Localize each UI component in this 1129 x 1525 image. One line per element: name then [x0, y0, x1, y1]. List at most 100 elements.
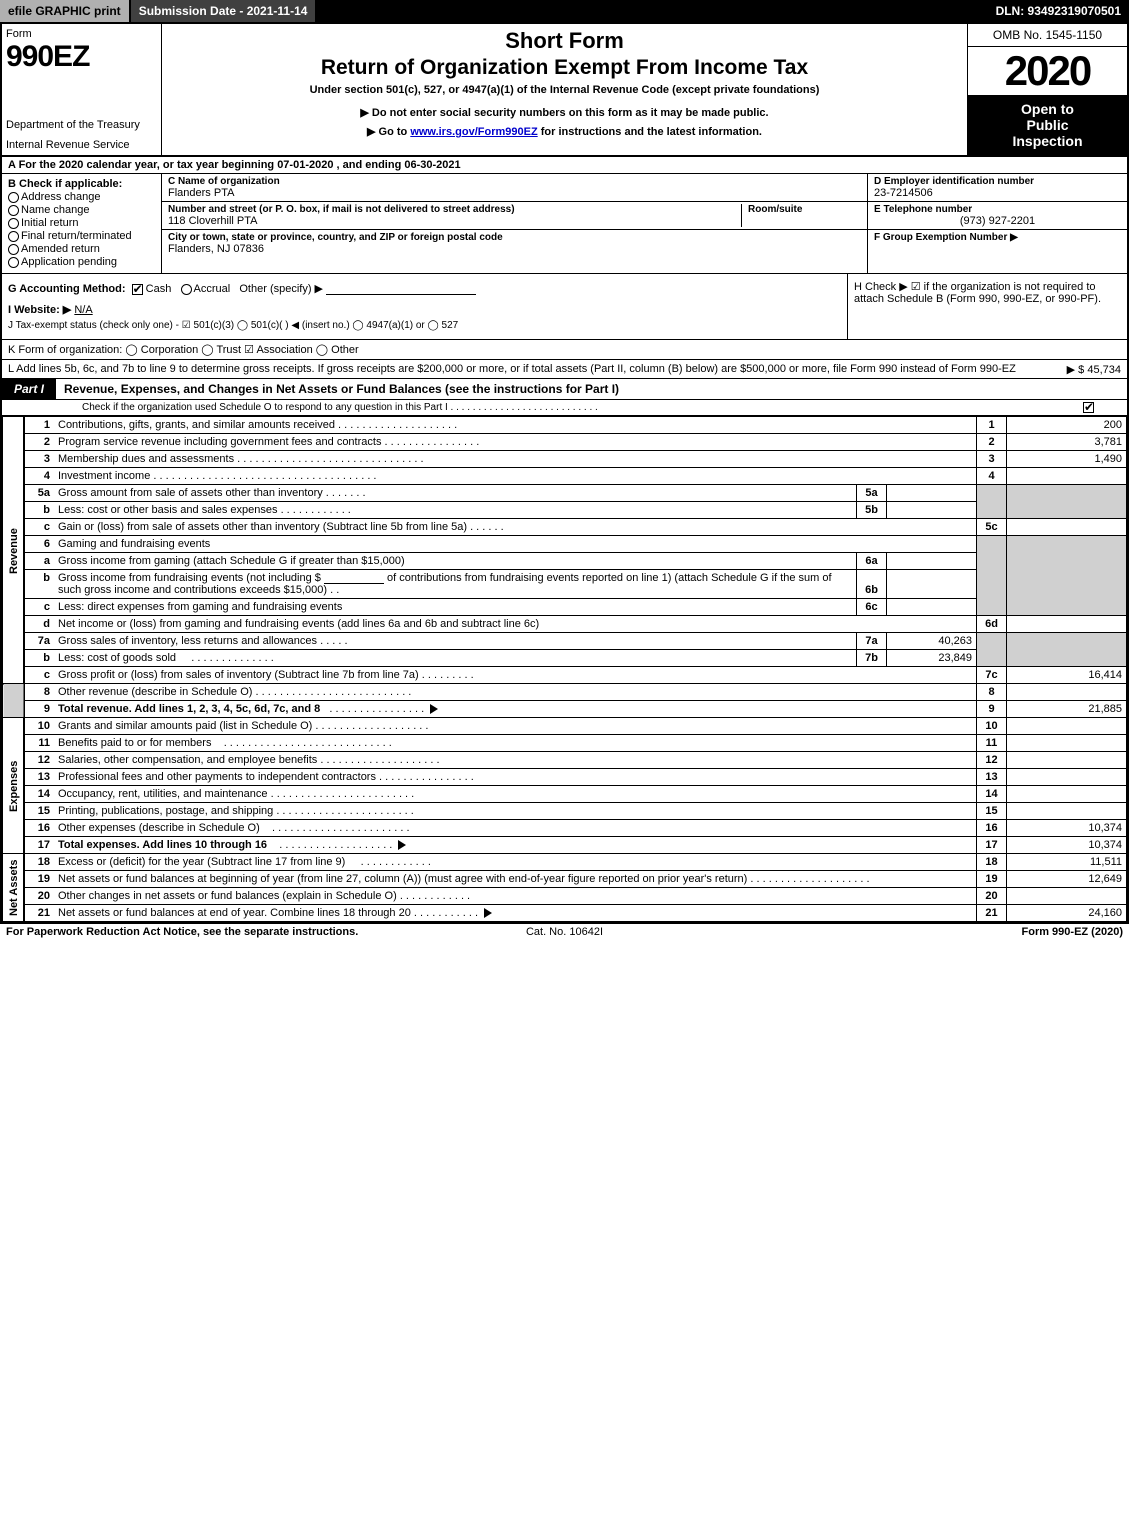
chk-name-change[interactable]: Name change	[8, 204, 155, 216]
l5a-sa	[887, 485, 977, 502]
l1-num: 1	[24, 417, 54, 434]
arrow-icon	[398, 840, 406, 850]
l4-desc: Investment income	[58, 470, 150, 482]
l20-amt	[1007, 888, 1127, 905]
footer-left: For Paperwork Reduction Act Notice, see …	[6, 926, 378, 938]
l7b-desc: Less: cost of goods sold	[58, 652, 176, 664]
l6d-amt	[1007, 616, 1127, 633]
l16-desc: Other expenses (describe in Schedule O)	[58, 822, 260, 834]
l5b-sa	[887, 502, 977, 519]
l3-num: 3	[24, 451, 54, 468]
l17-desc: Total expenses. Add lines 10 through 16	[58, 839, 267, 851]
l8-desc: Other revenue (describe in Schedule O)	[58, 686, 252, 698]
l6d-num: d	[24, 616, 54, 633]
l7a-desc: Gross sales of inventory, less returns a…	[58, 635, 317, 647]
ssn-notice: ▶ Do not enter social security numbers o…	[168, 106, 961, 119]
l18-ln: 18	[977, 854, 1007, 871]
chk-final-return[interactable]: Final return/terminated	[8, 230, 155, 242]
e-phone-value: (973) 927-2201	[874, 215, 1121, 227]
under-section: Under section 501(c), 527, or 4947(a)(1)…	[168, 84, 961, 96]
form-container: Form 990EZ Department of the Treasury In…	[0, 22, 1129, 924]
irs-label: Internal Revenue Service	[6, 139, 157, 151]
l18-amt: 11,511	[1007, 854, 1127, 871]
l10-num: 10	[24, 718, 54, 735]
l3-amt: 1,490	[1007, 451, 1127, 468]
b-header: B Check if applicable:	[8, 178, 155, 190]
chk-address-change[interactable]: Address change	[8, 191, 155, 203]
l5c-desc: Gain or (loss) from sale of assets other…	[58, 521, 467, 533]
l7c-ln: 7c	[977, 667, 1007, 684]
l5b-num: b	[24, 502, 54, 519]
chk-cash[interactable]	[132, 284, 143, 295]
revenue-label: Revenue	[3, 417, 25, 684]
col-b-checkboxes: B Check if applicable: Address change Na…	[2, 174, 162, 273]
l21-amt: 24,160	[1007, 905, 1127, 922]
l5a-num: 5a	[24, 485, 54, 502]
section-bcdef: B Check if applicable: Address change Na…	[2, 174, 1127, 274]
l7a-sn: 7a	[857, 633, 887, 650]
l12-ln: 12	[977, 752, 1007, 769]
goto-pre: ▶ Go to	[367, 126, 410, 138]
c-city-value: Flanders, NJ 07836	[168, 243, 861, 255]
l7c-amt: 16,414	[1007, 667, 1127, 684]
l8-amt	[1007, 684, 1127, 701]
chk-accrual[interactable]	[181, 284, 192, 295]
part1-title: Revenue, Expenses, and Changes in Net As…	[56, 379, 1127, 399]
dln-label: DLN: 93492319070501	[988, 0, 1129, 22]
l8-num: 8	[24, 684, 54, 701]
l20-desc: Other changes in net assets or fund bala…	[58, 890, 397, 902]
h-schedule-b: H Check ▶ ☑ if the organization is not r…	[847, 274, 1127, 339]
l12-num: 12	[24, 752, 54, 769]
l18-num: 18	[24, 854, 54, 871]
l17-ln: 17	[977, 837, 1007, 854]
form-header: Form 990EZ Department of the Treasury In…	[2, 24, 1127, 157]
l1-ln: 1	[977, 417, 1007, 434]
l18-desc: Excess or (deficit) for the year (Subtra…	[58, 856, 345, 868]
l3-ln: 3	[977, 451, 1007, 468]
l3-desc: Membership dues and assessments	[58, 453, 234, 465]
l11-num: 11	[24, 735, 54, 752]
l19-amt: 12,649	[1007, 871, 1127, 888]
l7a-sa: 40,263	[887, 633, 977, 650]
dept-treasury: Department of the Treasury	[6, 119, 157, 131]
l6a-num: a	[24, 553, 54, 570]
chk-initial-return[interactable]: Initial return	[8, 217, 155, 229]
l15-amt	[1007, 803, 1127, 820]
arrow-icon	[430, 704, 438, 714]
l16-num: 16	[24, 820, 54, 837]
l13-desc: Professional fees and other payments to …	[58, 771, 376, 783]
l7c-num: c	[24, 667, 54, 684]
l11-amt	[1007, 735, 1127, 752]
l15-ln: 15	[977, 803, 1007, 820]
irs-link[interactable]: www.irs.gov/Form990EZ	[410, 126, 537, 138]
l10-amt	[1007, 718, 1127, 735]
l11-desc: Benefits paid to or for members	[58, 737, 211, 749]
l14-amt	[1007, 786, 1127, 803]
part1-tab: Part I	[2, 379, 56, 399]
chk-amended-return[interactable]: Amended return	[8, 243, 155, 255]
footer-center: Cat. No. 10642I	[378, 926, 750, 938]
l6a-desc: Gross income from gaming (attach Schedul…	[54, 553, 857, 570]
g-accounting: G Accounting Method: Cash Accrual Other …	[8, 282, 841, 295]
l5c-amt	[1007, 519, 1127, 536]
l6b-desc1: Gross income from fundraising events (no…	[58, 572, 321, 584]
i-website: I Website: ▶ N/A	[8, 303, 841, 316]
l14-desc: Occupancy, rent, utilities, and maintena…	[58, 788, 268, 800]
l6c-desc: Less: direct expenses from gaming and fu…	[54, 599, 857, 616]
l7b-sa: 23,849	[887, 650, 977, 667]
d-ein-label: D Employer identification number	[874, 176, 1121, 187]
l6c-num: c	[24, 599, 54, 616]
l-gross-receipts: L Add lines 5b, 6c, and 7b to line 9 to …	[2, 360, 1127, 379]
form-word: Form	[6, 28, 157, 40]
l7c-desc: Gross profit or (loss) from sales of inv…	[58, 669, 419, 681]
l5a-sn: 5a	[857, 485, 887, 502]
l11-ln: 11	[977, 735, 1007, 752]
c-street-value: 118 Cloverhill PTA	[168, 215, 735, 227]
chk-schedule-o[interactable]	[1083, 402, 1094, 413]
top-bar: efile GRAPHIC print Submission Date - 20…	[0, 0, 1129, 22]
efile-print-button[interactable]: efile GRAPHIC print	[0, 0, 131, 22]
chk-application-pending[interactable]: Application pending	[8, 256, 155, 268]
section-ghi: G Accounting Method: Cash Accrual Other …	[2, 274, 1127, 340]
l5b-sn: 5b	[857, 502, 887, 519]
c-room-label: Room/suite	[748, 204, 861, 215]
